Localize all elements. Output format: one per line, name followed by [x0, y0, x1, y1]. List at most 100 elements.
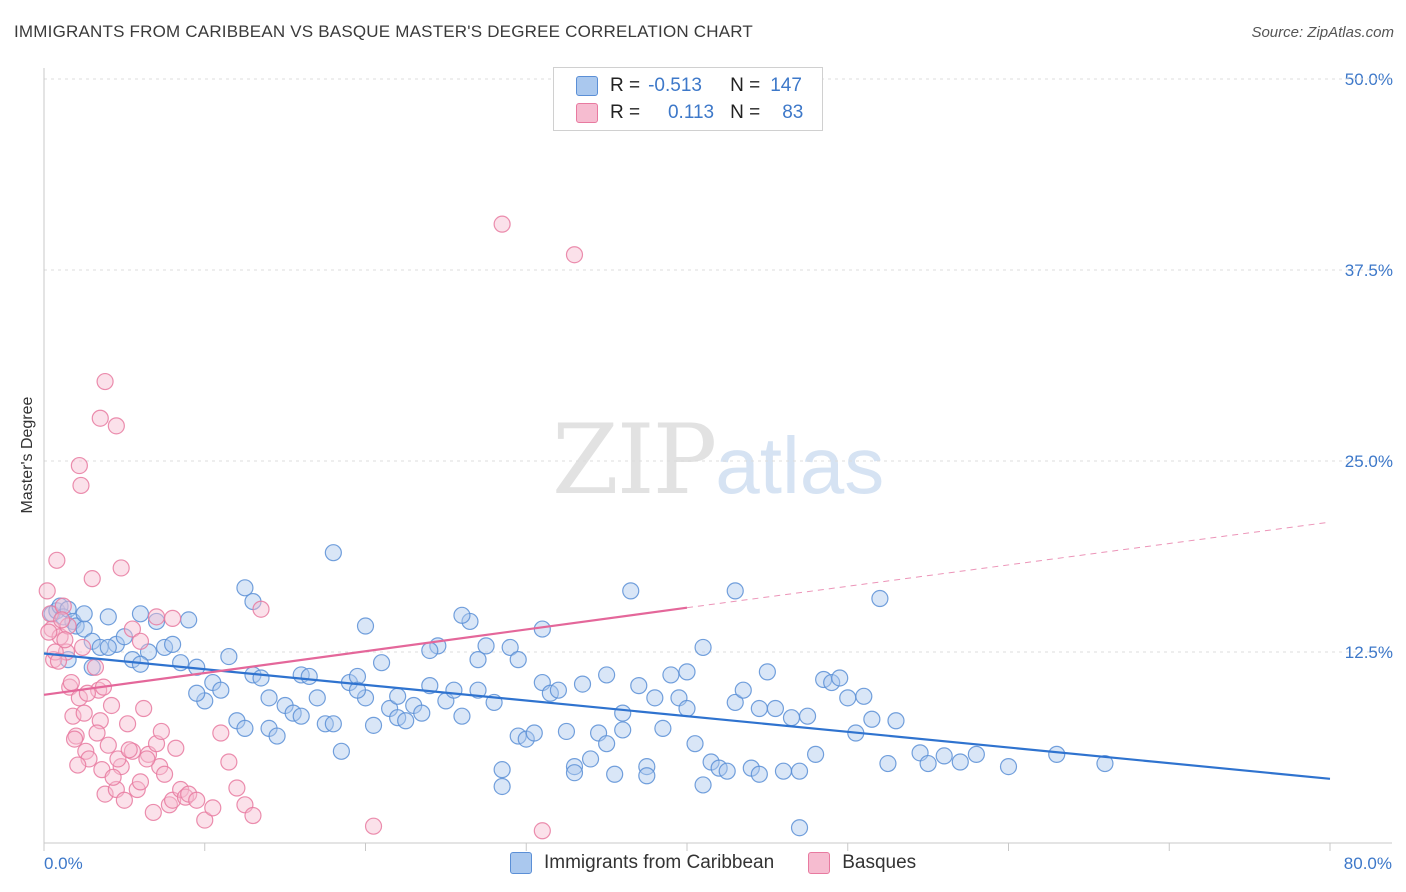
basques-point	[91, 409, 109, 427]
y-tick-label: 12.5%	[1345, 643, 1393, 662]
basques-trend-line	[43, 606, 688, 696]
caribbean-point	[389, 687, 407, 705]
caribbean-point	[557, 722, 576, 741]
basques-point	[65, 730, 84, 748]
caribbean-point	[252, 669, 270, 687]
legend-swatch-blue	[576, 76, 598, 96]
basques-point	[138, 750, 156, 768]
legend-item-caribbean[interactable]: Immigrants from Caribbean	[510, 852, 774, 874]
caribbean-point	[726, 582, 744, 600]
caribbean-point	[686, 735, 704, 753]
caribbean-point	[236, 579, 254, 597]
basques-point	[104, 768, 122, 786]
caribbean-point	[951, 753, 969, 771]
caribbean-point	[469, 651, 487, 669]
caribbean-point	[356, 617, 375, 635]
caribbean-point	[614, 721, 632, 739]
caribbean-point	[855, 687, 873, 705]
basques-point	[56, 631, 74, 649]
legend-swatch-pink	[576, 103, 598, 123]
basques-point	[196, 811, 214, 829]
basques-point	[152, 722, 170, 741]
caribbean-point	[268, 727, 286, 745]
basques-point	[102, 696, 121, 715]
caribbean-point	[734, 681, 752, 699]
caribbean-point	[99, 608, 117, 626]
caribbean-point	[453, 606, 471, 624]
legend-r-label: R =	[610, 102, 641, 123]
caribbean-point	[421, 641, 439, 660]
basques-point	[244, 806, 262, 825]
basques-point	[75, 704, 93, 722]
basques-point	[48, 551, 66, 569]
caribbean-point	[726, 693, 744, 712]
caribbean-point	[999, 757, 1018, 776]
caribbean-point	[1048, 745, 1066, 763]
watermark-atlas: atlas	[715, 421, 885, 510]
caribbean-point	[469, 681, 487, 699]
caribbean-point	[935, 747, 953, 765]
caribbean-point	[348, 681, 367, 699]
caribbean-point	[630, 677, 648, 695]
x-tick-label: 0.0%	[44, 854, 83, 873]
caribbean-point	[798, 707, 817, 725]
basques-point	[54, 597, 72, 615]
caribbean-point	[646, 689, 664, 707]
caribbean-point	[678, 663, 696, 681]
chart-source: Source: ZipAtlas.com	[1251, 24, 1394, 41]
caribbean-point	[694, 638, 712, 657]
caribbean-point	[372, 654, 391, 672]
caribbean-point	[606, 765, 624, 783]
basques-point	[49, 652, 68, 670]
caribbean-trend-line	[43, 652, 1331, 780]
basques-point	[135, 699, 153, 718]
caribbean-point	[413, 704, 431, 722]
caribbean-point	[164, 635, 182, 653]
caribbean-point	[581, 750, 600, 768]
caribbean-point	[839, 689, 857, 707]
caribbean-point	[863, 710, 881, 728]
caribbean-point	[509, 651, 527, 669]
basques-point	[73, 638, 92, 657]
basques-point	[115, 791, 133, 809]
caribbean-point	[678, 699, 696, 718]
caribbean-point	[324, 544, 342, 562]
caribbean-point	[831, 669, 849, 687]
caribbean-point	[180, 611, 198, 629]
caribbean-point	[99, 638, 117, 657]
caribbean-point	[236, 719, 254, 738]
basques-point	[220, 753, 238, 771]
basques-point	[160, 796, 178, 814]
caribbean-point	[75, 605, 93, 623]
basques-point	[364, 817, 383, 835]
caribbean-point	[565, 757, 584, 776]
legend-n-label: N =	[730, 75, 761, 96]
basques-point	[112, 559, 130, 577]
caribbean-point	[300, 667, 318, 686]
legend-r-value: -0.513	[648, 75, 702, 96]
basques-point	[99, 736, 117, 754]
caribbean-point	[823, 673, 841, 692]
basques-point	[59, 617, 77, 635]
basques-point	[72, 476, 90, 495]
basques-point	[212, 724, 230, 742]
caribbean-point	[654, 719, 672, 738]
caribbean-point	[421, 677, 439, 695]
caribbean-point	[638, 757, 656, 776]
basques-point	[176, 788, 195, 806]
series-legend: Immigrants from Caribbean Basques	[510, 852, 950, 874]
legend-swatch-pink	[808, 852, 831, 874]
caribbean-point	[75, 620, 93, 638]
basques-point	[493, 215, 511, 233]
caribbean-point	[220, 647, 238, 666]
basques-point	[131, 773, 150, 791]
caribbean-point	[477, 637, 495, 655]
caribbean-point	[501, 638, 519, 657]
caribbean-point	[887, 712, 905, 730]
legend-item-basques[interactable]: Basques	[808, 852, 916, 874]
caribbean-point	[1096, 754, 1114, 773]
caribbean-point	[750, 699, 768, 718]
caribbean-point	[308, 689, 326, 707]
caribbean-point	[147, 612, 166, 631]
basques-point	[118, 715, 137, 733]
